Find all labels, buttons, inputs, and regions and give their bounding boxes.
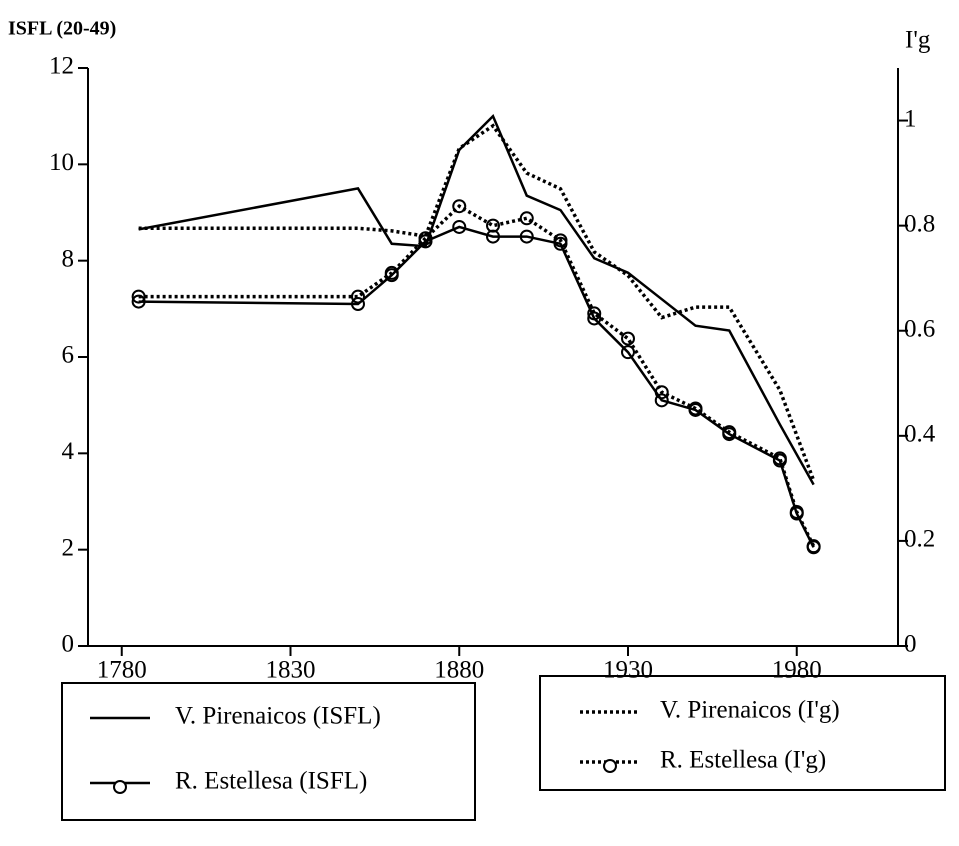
y-tick-label: 10 [49, 149, 74, 176]
legend-label: R. Estellesa (ISFL) [175, 768, 367, 795]
series-marker [452, 219, 467, 234]
y2-tick-label: 1 [904, 105, 917, 132]
series-marker [553, 233, 568, 248]
series-marker [452, 199, 467, 214]
y-tick-label: 8 [62, 245, 75, 272]
series-marker [621, 331, 635, 346]
series-marker [131, 289, 146, 304]
y-tick-label: 6 [62, 342, 75, 369]
series-line [138, 204, 816, 547]
y-tick-label: 2 [62, 534, 75, 561]
series-marker [772, 451, 787, 466]
x-tick-label: 1980 [772, 657, 822, 684]
series-marker [587, 306, 602, 321]
y2-tick-label: 0.8 [904, 210, 935, 237]
x-tick-label: 1830 [266, 657, 316, 684]
y2-tick-label: 0 [904, 631, 917, 658]
series-marker [351, 297, 365, 312]
series-line [138, 123, 816, 482]
series-marker [486, 229, 500, 244]
y-axis-label: ISFL (20-49) [8, 18, 116, 40]
x-tick-label: 1880 [434, 657, 484, 684]
legend-marker [113, 780, 127, 794]
y-tick-label: 0 [62, 631, 75, 658]
series-marker [789, 505, 804, 520]
y-tick-label: 12 [49, 53, 74, 80]
series-marker [654, 393, 669, 408]
legend-box [539, 675, 946, 791]
legend-marker [603, 759, 617, 773]
legend-label: R. Estellesa (I'g) [660, 747, 826, 774]
x-tick-label: 1780 [97, 657, 147, 684]
legend-label: V. Pirenaicos (I'g) [660, 697, 840, 724]
y2-tick-label: 0.6 [904, 315, 935, 342]
y2-tick-label: 0.2 [904, 526, 935, 553]
series-marker [654, 385, 669, 400]
series-marker [722, 425, 737, 440]
series-line [138, 113, 815, 486]
y-tick-label: 4 [62, 438, 75, 465]
legend-box [61, 682, 476, 821]
y2-tick-label: 0.4 [904, 421, 936, 448]
series-marker [806, 539, 821, 554]
series-marker [519, 211, 534, 226]
x-tick-label: 1930 [603, 657, 653, 684]
series-marker [384, 265, 399, 280]
series-marker [621, 345, 635, 360]
legend-label: V. Pirenaicos (ISFL) [175, 703, 381, 730]
y2-axis-label: I'g [905, 27, 931, 54]
series-marker [519, 229, 534, 244]
series-marker [688, 401, 703, 416]
series-marker [486, 218, 500, 233]
series-marker [418, 231, 433, 246]
series-marker [351, 289, 365, 304]
series-line [138, 225, 815, 548]
